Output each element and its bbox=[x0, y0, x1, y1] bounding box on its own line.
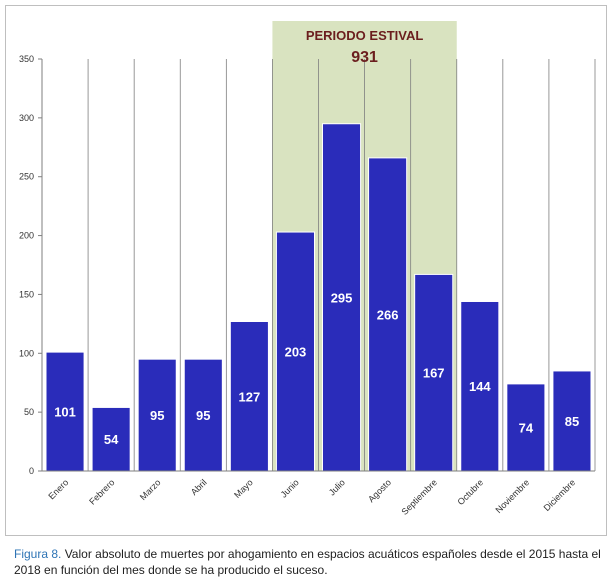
summer-period-total: 931 bbox=[351, 49, 378, 66]
data-label: 127 bbox=[239, 389, 261, 404]
data-label: 95 bbox=[196, 408, 210, 423]
y-axis: 0 50 100 150 200 250 300 350 bbox=[19, 54, 43, 476]
bar-junio bbox=[275, 231, 315, 472]
x-tick-label: Junio bbox=[279, 477, 301, 499]
data-label: 101 bbox=[54, 405, 76, 420]
x-tick-label: Septiembre bbox=[400, 477, 440, 517]
grid-lines bbox=[41, 59, 596, 471]
x-tick-label: Enero bbox=[46, 477, 70, 501]
y-tick-label: 350 bbox=[19, 54, 34, 64]
data-label: 167 bbox=[423, 366, 445, 381]
x-tick-label: Noviembre bbox=[493, 477, 531, 515]
data-label: 85 bbox=[565, 414, 579, 429]
x-tick-label: Mayo bbox=[232, 477, 255, 500]
bar-agosto bbox=[368, 157, 408, 472]
bar-mayo bbox=[229, 321, 269, 472]
x-tick-label: Octubre bbox=[455, 477, 485, 507]
y-tick-label: 150 bbox=[19, 289, 34, 299]
bar-diciembre bbox=[552, 370, 592, 472]
bars: 101 54 95 95 127 203 295 266 167 144 74 85 bbox=[45, 123, 592, 472]
summer-period-label: PERIODO ESTIVAL bbox=[306, 28, 424, 43]
y-tick-label: 200 bbox=[19, 231, 34, 241]
data-label: 95 bbox=[150, 408, 164, 423]
x-tick-label: Agosto bbox=[366, 477, 393, 504]
bar-noviembre bbox=[506, 383, 546, 472]
bar-octubre bbox=[460, 300, 500, 472]
x-tick-label: Febrero bbox=[87, 477, 116, 506]
y-tick-label: 0 bbox=[29, 466, 34, 476]
figure-caption: Figura 8. Valor absoluto de muertes por … bbox=[14, 546, 606, 578]
bar-abril bbox=[183, 358, 223, 472]
bar-julio bbox=[322, 123, 362, 472]
data-label: 266 bbox=[377, 307, 399, 322]
y-tick-label: 100 bbox=[19, 348, 34, 358]
bar-chart: PERIODO ESTIVAL 931 101 54 95 95 127 203 295 26… bbox=[19, 21, 596, 517]
caption-text: Valor absoluto de muertes por ahogamient… bbox=[14, 547, 601, 577]
data-label: 295 bbox=[331, 290, 353, 305]
data-label: 203 bbox=[285, 345, 307, 360]
x-axis: Enero Febrero Marzo Abril Mayo Junio Julio Agos… bbox=[42, 470, 595, 517]
x-tick-label: Marzo bbox=[138, 477, 163, 502]
x-tick-label: Julio bbox=[327, 477, 347, 497]
y-tick-label: 300 bbox=[19, 113, 34, 123]
x-tick-label: Diciembre bbox=[542, 477, 578, 513]
data-label: 144 bbox=[469, 379, 491, 394]
figure-label: Figura 8. bbox=[14, 547, 62, 561]
y-tick-label: 50 bbox=[24, 407, 34, 417]
data-label: 54 bbox=[104, 432, 119, 447]
data-label: 74 bbox=[519, 420, 534, 435]
y-tick-label: 250 bbox=[19, 172, 34, 182]
x-tick-label: Abril bbox=[189, 477, 209, 497]
